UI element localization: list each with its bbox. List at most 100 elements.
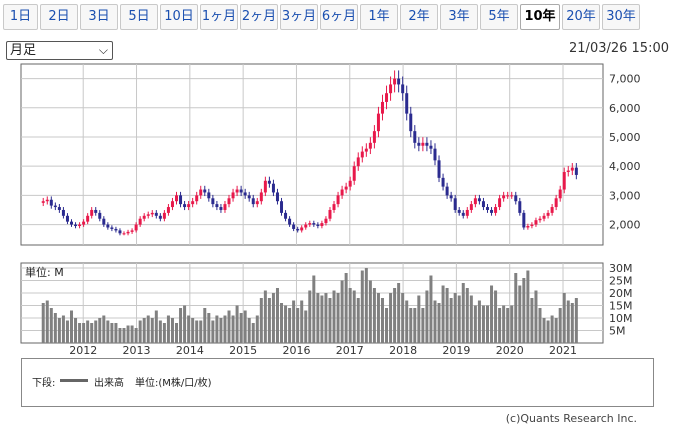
price-tick-label: 2,000 [609,219,641,232]
x-tick-label: 2018 [389,344,417,357]
volume-bar [247,318,251,343]
x-tick-label: 2015 [229,344,257,357]
x-tick-label: 2012 [69,344,97,357]
volume-bar [550,315,554,343]
volume-bar [231,315,235,343]
volume-bar [368,280,372,343]
tab-8[interactable]: 3ヶ月 [280,4,318,30]
candle-body [45,199,49,202]
volume-bar [219,318,223,343]
candle-body [316,224,320,227]
volume-bar [494,290,498,343]
candle-body [562,172,566,190]
candle-body [259,192,263,202]
volume-tick-label: 15M [609,300,633,313]
candle-body [146,214,150,216]
volume-bar [461,283,465,343]
tab-15[interactable]: 20年 [562,4,600,30]
volume-bar [94,320,98,343]
volume-bar [538,308,542,343]
candle-body [336,195,340,205]
tab-7[interactable]: 2ヶ月 [240,4,278,30]
volume-bar [98,318,102,343]
volume-tick-label: 10M [609,312,633,325]
candle-body [296,228,300,231]
candle-body [526,226,530,228]
candle-body [437,160,441,178]
tab-16[interactable]: 30年 [602,4,640,30]
volume-bar [385,308,389,343]
candle-body [304,224,308,228]
tab-2[interactable]: 2日 [40,4,78,30]
volume-bar [57,318,61,343]
volume-bar [405,300,409,343]
price-tick-label: 6,000 [609,102,641,115]
volume-bar [449,298,453,343]
volume-bar [106,320,110,343]
x-tick-label: 2020 [496,344,524,357]
volume-bar [530,298,534,343]
candle-body [57,207,61,210]
candle-body [364,148,368,152]
candle-body [134,224,138,231]
volume-bar [429,275,433,343]
candle-body [251,198,255,205]
volume-bar [122,328,126,343]
tab-6[interactable]: 1ヶ月 [200,4,238,30]
candle-body [78,224,82,227]
tab-13[interactable]: 5年 [480,4,518,30]
volume-bar [473,305,477,343]
candle-body [308,223,312,225]
candle-body [332,204,336,210]
tab-5[interactable]: 10日 [160,4,198,30]
candle-body [320,223,324,227]
volume-bar [300,300,304,343]
candle-body [235,189,239,193]
candle-body [401,84,405,94]
candle-body [94,209,98,213]
volume-bar [437,303,441,343]
candle-body [469,204,473,210]
candle-body [118,230,122,234]
volume-bar [510,305,514,343]
candle-body [376,113,380,132]
candle-body [409,113,413,132]
volume-bar [170,318,174,343]
candle-body [481,201,485,208]
candle-body [231,192,235,199]
tab-3[interactable]: 3日 [80,4,118,30]
candle-body [506,195,510,197]
tab-11[interactable]: 2年 [400,4,438,30]
period-tabs: 1日 2日 3日 5日 10日 1ヶ月 2ヶ月 3ヶ月 6ヶ月 1年 2年 3年 5年 10年 20年 30年 [0,4,677,31]
candle-body [255,201,259,205]
volume-tick-label: 5M [609,325,626,338]
price-frame [20,63,604,246]
tab-1[interactable]: 1日 [3,4,38,30]
candle-body [130,230,134,232]
candle-body [166,207,170,213]
candle-body [65,215,69,222]
candle-body [558,189,562,199]
tab-12[interactable]: 3年 [440,4,478,30]
candle-body [207,192,211,199]
volume-bar [574,298,578,343]
period-select[interactable]: 月足 ⌵ [6,41,113,60]
candle-body [344,186,348,190]
candle-body [170,201,174,208]
volume-bar [502,305,506,343]
volume-bar [126,325,130,343]
candle-body [243,192,247,196]
candle-body [368,142,372,149]
volume-bar [223,315,227,343]
tab-4[interactable]: 5日 [120,4,158,30]
volume-bar [158,320,162,343]
tab-10[interactable]: 1年 [360,4,398,30]
tab-14[interactable]: 10年 [520,4,560,30]
tab-9[interactable]: 6ヶ月 [320,4,358,30]
volume-bar [49,308,53,343]
candle-body [267,180,271,184]
volume-bar [114,323,118,343]
volume-bar [138,320,142,343]
volume-bar [74,318,78,343]
candle-body [485,207,489,210]
